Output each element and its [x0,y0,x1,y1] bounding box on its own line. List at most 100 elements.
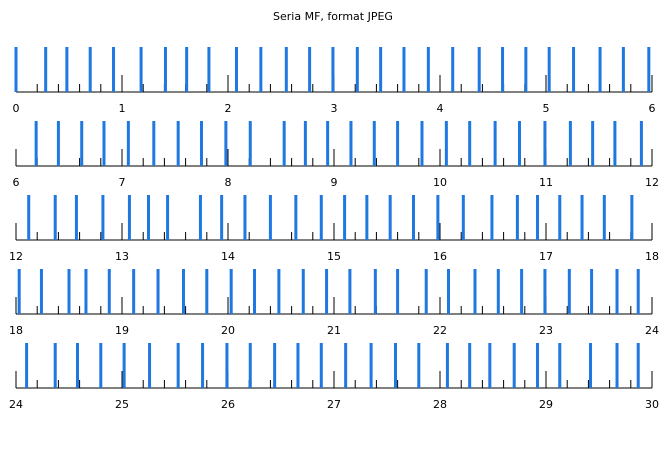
shot-bar [602,195,606,240]
shot-bar [444,121,448,166]
shot-bar [446,269,450,314]
shot-bar [282,121,286,166]
x-tick-label: 0 [13,102,20,115]
shot-bar [99,343,103,388]
shot-bar [591,121,595,166]
x-tick-label: 12 [9,250,23,263]
x-tick-label: 6 [13,176,20,189]
shot-bar [493,121,497,166]
shot-bar [220,195,224,240]
shot-bar [343,195,347,240]
shot-bar [107,269,111,314]
x-tick-label: 1 [119,102,126,115]
shot-bar [630,195,634,240]
shot-bar [17,269,21,314]
shot-bar [34,121,38,166]
x-tick-label: 5 [543,102,550,115]
shot-bar [348,269,352,314]
x-tick-label: 22 [433,324,447,337]
shot-bar [379,47,383,92]
shot-bar [294,195,298,240]
shot-bar [253,269,256,314]
x-tick-label: 15 [327,250,341,263]
shot-bar [615,343,619,388]
shot-bar [520,269,524,314]
shot-bar [396,269,400,314]
shot-bar [424,269,428,314]
shot-bar [325,269,329,314]
shot-bar [558,195,562,240]
chart-title: Seria MF, format JPEG [273,10,393,23]
shot-bar [148,343,152,388]
shot-bar [198,195,202,240]
shot-bar [102,121,106,166]
shot-bar [426,47,430,92]
x-tick-label: 29 [539,398,553,411]
shot-bar [88,47,92,92]
shot-bar [268,195,272,240]
x-tick-label: 14 [221,250,235,263]
shot-bar [468,343,472,388]
shot-bar [284,47,288,92]
shot-bar [468,121,472,166]
shot-bar [39,269,43,314]
shot-bar [84,269,88,314]
x-tick-label: 11 [539,176,553,189]
shot-bar [248,343,252,388]
shot-bar [273,343,277,388]
shot-bar [420,121,424,166]
shot-bar [243,195,247,240]
shot-bar [225,343,229,388]
shot-bar [572,47,576,92]
shot-bar [139,47,143,92]
shot-bar [639,121,643,166]
shot-bar [501,47,505,92]
shot-bar [344,343,348,388]
shot-bar [156,269,160,314]
shot-bar [176,121,180,166]
x-tick-label: 27 [327,398,341,411]
x-tick-label: 18 [645,250,659,263]
shot-bar [512,343,516,388]
shot-bar [396,121,400,166]
shot-bar [613,121,617,166]
shot-bar [445,343,449,388]
shot-bar [308,47,312,92]
x-tick-label: 7 [119,176,126,189]
x-tick-label: 21 [327,324,341,337]
shot-bar [152,121,156,166]
shot-bar [229,269,233,314]
shot-bar [598,47,602,92]
shot-bar [25,343,29,388]
shot-bar [393,343,397,388]
shot-bar [590,269,594,314]
shot-bar [412,195,415,240]
shot-bar [207,47,211,92]
shot-bar [185,47,189,92]
x-tick-label: 23 [539,324,553,337]
shot-bar [477,47,481,92]
shot-bar [132,269,136,314]
x-tick-label: 18 [9,324,23,337]
shot-bar [200,121,203,166]
shot-bar [74,195,78,240]
x-tick-label: 25 [115,398,129,411]
x-tick-label: 30 [645,398,659,411]
shot-bar [436,195,440,240]
shot-bar [44,47,48,92]
shot-bar [67,269,71,314]
shot-bar [122,343,126,388]
shot-bar [53,343,57,388]
x-tick-label: 4 [437,102,444,115]
shot-bar [65,47,69,92]
shot-bar [365,195,369,240]
x-tick-label: 24 [645,324,659,337]
shot-bar [524,47,528,92]
shot-bar [319,343,323,388]
shot-bar [176,343,180,388]
shot-bar [53,195,57,240]
shot-bar [496,269,500,314]
shot-bar [461,195,465,240]
shot-bar [80,121,84,166]
